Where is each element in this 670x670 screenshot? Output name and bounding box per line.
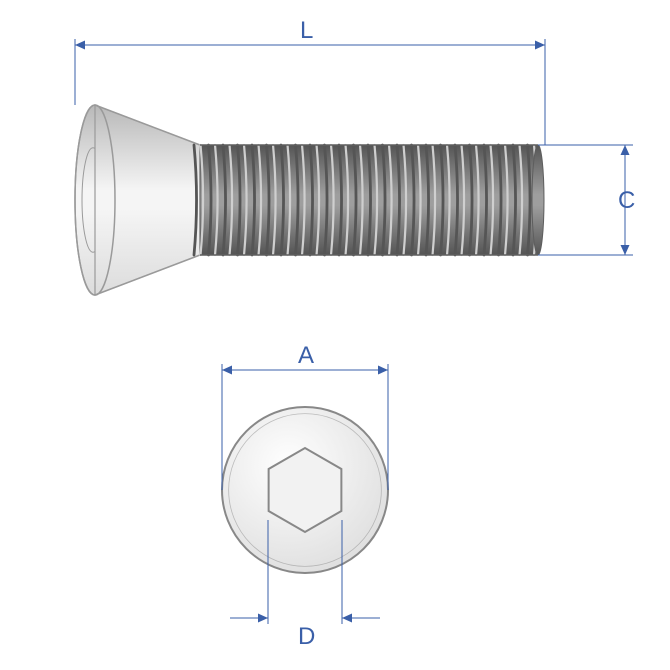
- dimension-label-A: A: [298, 342, 314, 369]
- dimension-label-L: L: [300, 17, 313, 44]
- dimension-label-C: C: [618, 187, 635, 214]
- screw-side-view: [75, 105, 544, 295]
- screw-head-front-view: [222, 407, 388, 573]
- technical-drawing: L C A D: [0, 0, 670, 670]
- dimension-label-D: D: [298, 623, 315, 650]
